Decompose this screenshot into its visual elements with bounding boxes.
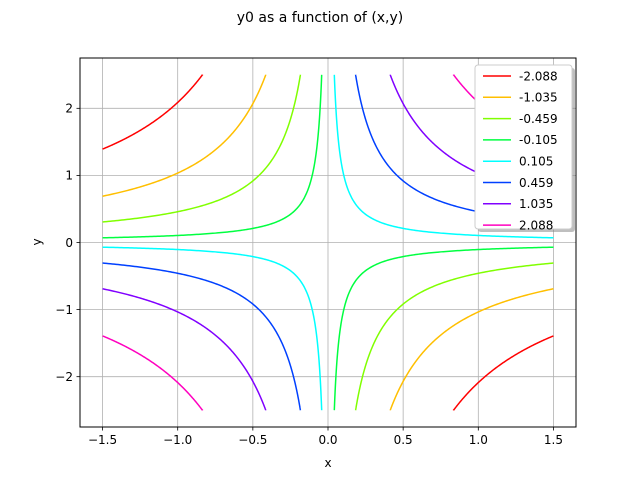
y-axis-ticks: −2 −1 0 1 2 [55, 102, 80, 384]
contour-line [452, 335, 554, 411]
x-tick-label: 1.5 [544, 433, 563, 447]
x-tick-label: −0.5 [238, 433, 267, 447]
y-tick-label: 2 [65, 102, 73, 116]
x-tick-label: 0.0 [318, 433, 337, 447]
legend-label: 0.459 [519, 176, 553, 190]
legend: -2.088 -1.035 -0.459 -0.105 0.105 0.459 1.035 2… [474, 64, 575, 232]
y-tick-label: −2 [55, 370, 73, 384]
chart-title: y0 as a function of (x,y) [237, 10, 404, 26]
legend-label: -0.459 [519, 112, 558, 126]
legend-label: 1.035 [519, 197, 553, 211]
y-tick-label: 0 [65, 236, 73, 250]
x-axis-ticks: −1.5 −1.0 −0.5 0.0 0.5 1.0 1.5 [88, 427, 563, 447]
legend-box [474, 64, 573, 230]
contour-line [102, 246, 323, 411]
contour-line [354, 262, 554, 411]
legend-label: -2.088 [519, 69, 558, 83]
x-tick-label: −1.5 [88, 433, 117, 447]
legend-label: -1.035 [519, 91, 558, 105]
legend-label: 0.105 [519, 155, 553, 169]
contour-line [102, 335, 204, 411]
contour-line [102, 74, 204, 150]
contour-line [102, 74, 323, 239]
x-tick-label: 1.0 [469, 433, 488, 447]
contour-line [333, 74, 554, 239]
y-tick-label: 1 [65, 169, 73, 183]
x-tick-label: −1.0 [163, 433, 192, 447]
contour-line [102, 74, 267, 197]
legend-label: 2.088 [519, 218, 553, 232]
contour-line [389, 288, 554, 411]
legend-label: -0.105 [519, 133, 558, 147]
contour-line [102, 288, 267, 411]
y-tick-label: −1 [55, 303, 73, 317]
contour-line [333, 246, 554, 411]
contour-line [102, 262, 302, 411]
x-axis-label: x [324, 456, 331, 470]
x-tick-label: 0.5 [394, 433, 413, 447]
y-axis-label: y [30, 238, 44, 245]
contour-line [102, 74, 302, 223]
